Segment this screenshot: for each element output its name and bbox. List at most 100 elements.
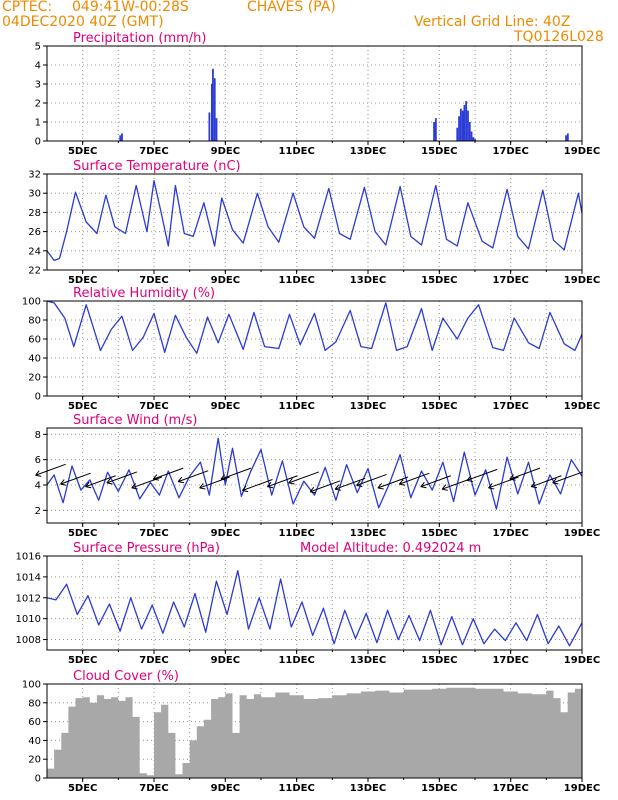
y-tick-label: 2 [35,99,41,110]
wind-arrow-head [466,475,473,482]
rh-title: Relative Humidity (%) [73,286,215,301]
y-tick-label: 22 [28,266,41,277]
wind-arrow [152,467,184,481]
y-tick-label: 20 [28,755,41,766]
precip-bar [210,84,213,141]
y-tick-label: 100 [22,680,41,691]
precip-bar [208,112,211,141]
y-tick-label: 4 [35,61,41,72]
x-tick-label: 17DEC [492,783,528,794]
x-tick-label: 11DEC [278,401,314,412]
x-tick-label: 9DEC [211,146,240,157]
x-tick-label: 11DEC [278,655,314,666]
wind-arrow-shaft [356,473,387,486]
x-tick-label: 13DEC [350,655,386,666]
wind-arrow-head [266,481,274,489]
x-tick-label: 11DEC [278,783,314,794]
wind-arrow-shaft [420,475,451,488]
precip-bar [474,139,476,141]
pressure-annotation: Model Altitude: 0.492024 m [300,541,481,556]
wind-arrow-shaft [131,476,163,489]
y-tick-label: 80 [28,698,41,709]
x-tick-label: 11DEC [278,528,314,539]
x-tick-label: 19DEC [564,528,600,539]
wind-arrow-shaft [35,463,66,476]
x-tick-label: 5DEC [68,528,97,539]
rh-panel: 0 20 40 60 80 100 5DEC 7DEC 9DEC 11DEC 13DEC 15DEC 1… [22,286,600,412]
precip-bar [458,116,460,141]
precip-bar [433,122,435,141]
x-tick-label: 9DEC [211,528,240,539]
y-tick-label: 30 [28,189,41,200]
wind-arrow-shaft [106,471,138,484]
precip-bar [565,135,567,141]
wind-arrow-shaft [531,475,562,488]
wind-arrow [266,475,298,489]
x-tick-label: 15DEC [421,146,457,157]
wind-line [46,437,583,510]
wind-arrow-shaft [85,475,116,488]
wind-arrow [199,476,230,490]
x-tick-label: 7DEC [139,655,168,666]
x-tick-label: 11DEC [278,275,314,286]
wind-arrow-head [552,478,559,485]
wind-arrow-head [242,485,249,493]
precip-bar [472,137,475,141]
x-tick-label: 15DEC [421,275,457,286]
wind-arrow [60,472,91,486]
x-tick-label: 17DEC [492,401,528,412]
x-tick-label: 11DEC [278,146,314,157]
cloud-title: Cloud Cover (%) [73,669,179,684]
y-tick-label: 1 [35,118,41,129]
y-tick-label: 1014 [16,572,41,583]
y-tick-label: 8 [35,430,41,441]
wind-arrow [35,463,66,477]
wind-arrow-head [356,480,363,488]
code-label: TQ0126L028 [514,29,604,45]
wind-arrow-shaft [60,472,91,485]
x-tick-label: 7DEC [139,401,168,412]
wind-arrow-head [152,474,160,481]
temp-line [46,180,583,262]
x-tick-label: 9DEC [211,655,240,666]
x-tick-label: 19DEC [564,655,600,666]
pressure-line [46,569,583,647]
wind-arrow [398,472,430,486]
wind-arrow-shaft [488,476,519,489]
x-tick-label: 17DEC [492,655,528,666]
wind-panel: 2 4 6 8 5DEC 7DEC 9DEC 11DEC 13DEC 15DEC 17DEC 19DE… [35,413,601,539]
wind-arrow-head [398,479,406,486]
wind-arrow [177,470,209,484]
rh-line [46,300,583,354]
x-tick-label: 17DEC [492,146,528,157]
precip-bar [212,68,214,141]
pressure-frame [46,555,583,651]
wind-arrow-shaft [220,467,252,480]
x-tick-label: 5DEC [68,783,97,794]
x-tick-label: 5DEC [68,655,97,666]
precip-bar [467,110,469,141]
cloud-frame [46,683,583,779]
init-time-label: 04DEC2020 40Z (GMT) [2,14,164,30]
x-tick-label: 9DEC [211,275,240,286]
y-tick-label: 60 [28,335,41,346]
x-tick-label: 13DEC [350,528,386,539]
wind-arrow-head [441,484,448,491]
x-tick-label: 19DEC [564,275,600,286]
wind-arrow-shaft [153,467,184,480]
wind-arrow-head [420,481,427,489]
temp-title: Surface Temperature (nC) [73,159,241,174]
station-label: CHAVES (PA) [247,0,336,15]
wind-arrow-head [220,474,227,481]
x-tick-label: 9DEC [211,783,240,794]
x-tick-label: 15DEC [421,783,457,794]
wind-arrow-shaft [509,467,541,480]
x-tick-label: 19DEC [564,401,600,412]
precip-panel: 0 1 2 3 4 5 5DEC 7DEC 9DEC 11DEC 13DEC 15DEC 17DEC 19… [35,31,601,157]
y-tick-label: 24 [28,246,41,257]
wind-arrow-head [377,483,384,490]
wind-arrow-shaft [309,480,341,493]
wind-arrow [420,475,451,489]
y-tick-label: 1016 [16,552,41,563]
x-tick-label: 7DEC [139,783,168,794]
